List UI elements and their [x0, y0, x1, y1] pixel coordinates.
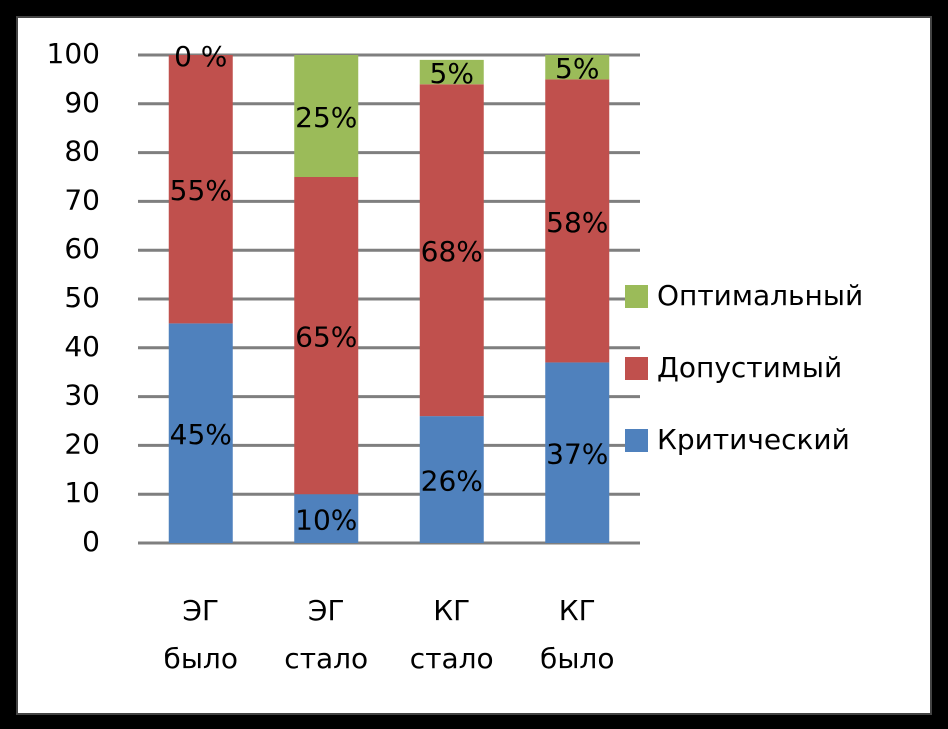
x-tick-label: ЭГ было [164, 594, 238, 675]
data-label: 10% [295, 504, 357, 537]
bar-segment [419, 84, 484, 417]
bar-segment [419, 416, 484, 543]
legend-swatch [625, 285, 648, 308]
y-tick-label: 30 [64, 379, 100, 412]
data-label: 65% [295, 321, 357, 354]
bar-segment [419, 59, 484, 85]
data-label: 58% [546, 206, 608, 239]
legend-label: Критический [657, 423, 850, 456]
y-tick-label: 90 [64, 86, 100, 119]
bar-segment [545, 79, 610, 363]
data-label: 68% [421, 235, 483, 268]
y-tick-label: 70 [64, 183, 100, 216]
data-label: 26% [421, 465, 483, 498]
data-label: 55% [170, 174, 232, 207]
bar-segment [168, 323, 233, 543]
y-tick-label: 0 [82, 525, 100, 558]
y-tick-label: 80 [64, 135, 100, 168]
bar-segment [294, 55, 359, 177]
bar-segment [294, 177, 359, 495]
data-label: 25% [295, 101, 357, 134]
data-label: 45% [170, 418, 232, 451]
y-tick-label: 40 [64, 330, 100, 363]
y-tick-label: 50 [64, 281, 100, 314]
bar-segment [545, 362, 610, 543]
y-tick-label: 60 [64, 232, 100, 265]
x-tick-label: КГ стало [410, 594, 494, 675]
bar-segment [294, 494, 359, 543]
legend-swatch [625, 357, 648, 380]
data-label: 5% [430, 57, 474, 90]
bar-segment [168, 55, 233, 324]
legend-swatch [625, 429, 648, 452]
y-tick-label: 10 [64, 476, 100, 509]
bar-segment [545, 55, 610, 80]
data-label: 5% [555, 52, 599, 85]
y-tick-label: 100 [47, 37, 100, 70]
x-tick-label: ЭГ стало [284, 594, 368, 675]
y-tick-label: 20 [64, 427, 100, 460]
data-label: 0 % [174, 40, 227, 73]
legend-label: Оптимальный [657, 279, 863, 312]
legend-label: Допустимый [657, 351, 842, 384]
x-tick-label: КГ было [540, 594, 614, 675]
data-label: 37% [546, 438, 608, 471]
